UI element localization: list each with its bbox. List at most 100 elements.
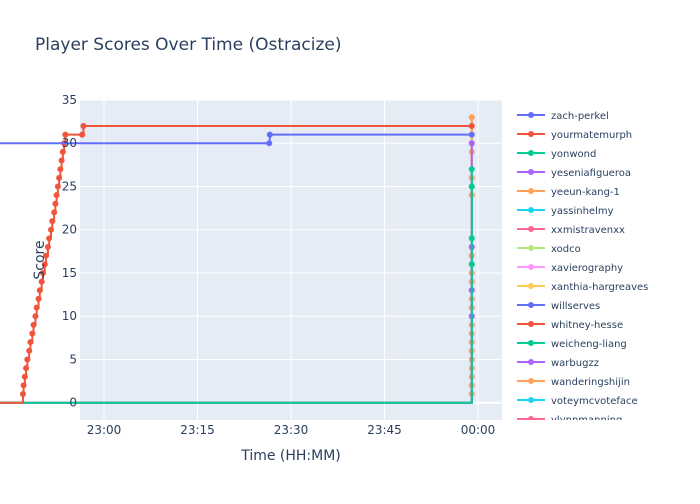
legend-item[interactable]: yourmatemurph: [517, 130, 632, 141]
data-point[interactable]: [27, 339, 34, 346]
data-point[interactable]: [54, 183, 61, 190]
data-point[interactable]: [56, 174, 63, 181]
legend-label: weicheng-liang: [551, 339, 627, 350]
data-point[interactable]: [19, 391, 26, 398]
series-yourmatemurph[interactable]: [0, 122, 475, 406]
legend-item[interactable]: xavierography: [517, 263, 623, 274]
x-tick-label: 23:00: [87, 423, 122, 437]
y-axis-label: Score: [32, 240, 48, 279]
legend-label: xxmistravenxx: [551, 225, 625, 236]
legend-item[interactable]: zach-perkel: [517, 111, 609, 122]
legend-item[interactable]: vlynnmanning: [517, 415, 622, 426]
x-tick-label: 00:00: [461, 423, 496, 437]
grid-lines: [80, 99, 502, 420]
legend-label: vlynnmanning: [551, 415, 622, 426]
data-point[interactable]: [62, 131, 69, 138]
data-point[interactable]: [20, 382, 27, 389]
data-point[interactable]: [468, 183, 475, 190]
data-point[interactable]: [26, 347, 33, 354]
data-point[interactable]: [49, 218, 56, 225]
legend-item[interactable]: yeseniafigueroa: [517, 168, 631, 179]
data-point[interactable]: [33, 304, 40, 311]
data-point[interactable]: [46, 235, 53, 242]
data-point[interactable]: [36, 287, 43, 294]
x-tick-label: 23:15: [180, 423, 215, 437]
data-point[interactable]: [38, 278, 45, 285]
legend-item[interactable]: yassinhelmy: [517, 206, 614, 217]
data-point[interactable]: [23, 365, 30, 372]
y-tick-label: 10: [62, 309, 77, 323]
data-point[interactable]: [21, 373, 28, 380]
legend-item[interactable]: wanderingshijin: [517, 377, 630, 388]
data-point[interactable]: [468, 114, 475, 121]
legend-label: whitney-hesse: [551, 320, 623, 331]
data-point[interactable]: [39, 269, 46, 276]
legend-label: zach-perkel: [551, 111, 609, 122]
data-point[interactable]: [41, 261, 48, 268]
data-point[interactable]: [266, 131, 273, 138]
legend-item[interactable]: weicheng-liang: [517, 339, 627, 350]
legend-item[interactable]: warbugzz: [517, 358, 599, 369]
x-axis-ticks: 23:00 23:15 23:30 23:45 00:00: [87, 423, 496, 437]
x-tick-label: 23:45: [367, 423, 402, 437]
legend-swatch-marker: [528, 245, 534, 251]
data-point[interactable]: [266, 140, 273, 147]
y-tick-label: 15: [62, 266, 77, 280]
legend-swatch-marker: [528, 112, 534, 118]
data-point[interactable]: [32, 313, 39, 320]
legend[interactable]: zach-perkel yourmatemurph yonwond yeseniafi…: [517, 111, 648, 426]
y-tick-label: 25: [62, 179, 77, 193]
legend-label: xanthia-hargreaves: [551, 282, 648, 293]
legend-swatch-marker: [528, 397, 534, 403]
legend-label: xavierography: [551, 263, 623, 274]
legend-swatch-marker: [528, 359, 534, 365]
data-point[interactable]: [79, 131, 86, 138]
data-point[interactable]: [468, 166, 475, 173]
data-point[interactable]: [468, 261, 475, 268]
data-point[interactable]: [58, 157, 65, 164]
legend-label: yassinhelmy: [551, 206, 614, 217]
legend-item[interactable]: willserves: [517, 301, 600, 312]
data-point[interactable]: [44, 244, 51, 251]
legend-item[interactable]: xodco: [517, 244, 581, 255]
y-tick-label: 5: [69, 352, 77, 366]
data-point[interactable]: [43, 252, 50, 259]
data-point[interactable]: [468, 235, 475, 242]
legend-item[interactable]: xanthia-hargreaves: [517, 282, 648, 293]
data-point[interactable]: [53, 192, 60, 199]
data-point[interactable]: [30, 321, 37, 328]
legend-item[interactable]: whitney-hesse: [517, 320, 623, 331]
data-point[interactable]: [59, 148, 66, 155]
legend-label: voteymcvoteface: [551, 396, 638, 407]
data-point[interactable]: [468, 122, 475, 129]
data-point[interactable]: [48, 226, 55, 233]
series-zach-perkel[interactable]: [0, 131, 475, 406]
legend-item[interactable]: voteymcvoteface: [517, 396, 638, 407]
legend-label: warbugzz: [551, 358, 599, 369]
legend-label: xodco: [551, 244, 581, 255]
data-point[interactable]: [35, 295, 42, 302]
legend-item[interactable]: yeeun-kang-1: [517, 187, 620, 198]
data-point[interactable]: [468, 131, 475, 138]
data-point[interactable]: [29, 330, 36, 337]
y-tick-label: 30: [62, 136, 77, 150]
legend-swatch-marker: [528, 321, 534, 327]
legend-swatch-marker: [528, 207, 534, 213]
legend-item[interactable]: xxmistravenxx: [517, 225, 625, 236]
series-yonwond[interactable]: [0, 166, 475, 406]
legend-swatch-marker: [528, 150, 534, 156]
data-point[interactable]: [57, 166, 64, 173]
legend-label: willserves: [551, 301, 600, 312]
legend-label: yeeun-kang-1: [551, 187, 620, 198]
legend-item[interactable]: yonwond: [517, 149, 596, 160]
legend-swatch-marker: [528, 226, 534, 232]
data-point[interactable]: [24, 356, 31, 363]
data-point[interactable]: [52, 200, 59, 207]
legend-swatch-marker: [528, 340, 534, 346]
data-point[interactable]: [468, 140, 475, 147]
series-traces: [0, 114, 475, 406]
x-tick-label: 23:30: [274, 423, 309, 437]
data-point[interactable]: [51, 209, 58, 216]
x-axis-label: Time (HH:MM): [240, 448, 341, 464]
data-point[interactable]: [80, 122, 87, 129]
